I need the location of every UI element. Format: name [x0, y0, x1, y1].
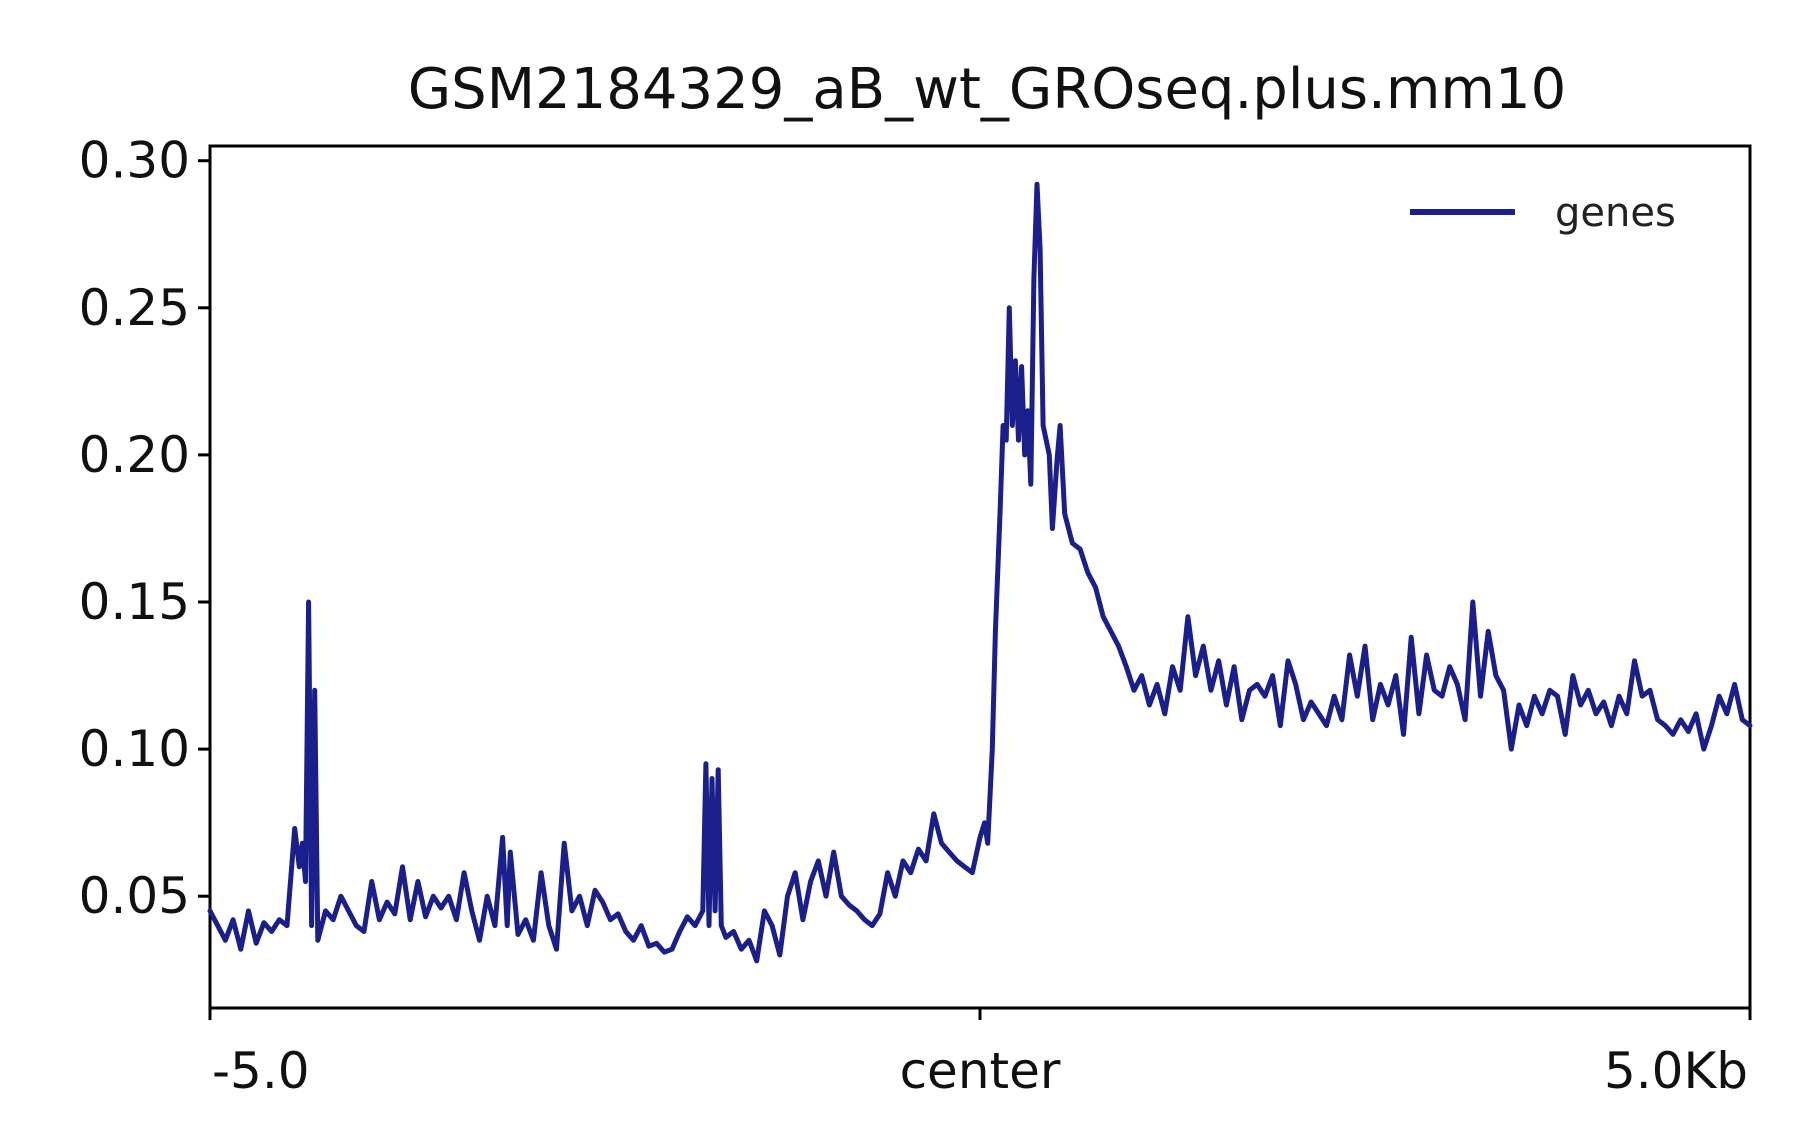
legend-label-genes: genes [1555, 190, 1676, 236]
chart-title: GSM2184329_aB_wt_GROseq.plus.mm10 [408, 57, 1566, 122]
x-tick-label: center [900, 1042, 1061, 1100]
legend: genes [1410, 190, 1676, 236]
y-tick-label: 0.05 [79, 867, 190, 925]
y-tick-label: 0.20 [79, 426, 190, 484]
plot-frame [208, 144, 1752, 1010]
y-tick-label: 0.10 [79, 720, 190, 778]
x-tick-label: 5.0Kb [1604, 1042, 1748, 1100]
y-tick-label: 0.25 [79, 279, 190, 337]
y-axis: 0.05 0.10 0.15 0.20 0.25 0.30 [79, 132, 210, 925]
x-tick-label: -5.0 [212, 1042, 310, 1100]
y-tick-label: 0.15 [79, 573, 190, 631]
y-tick-label: 0.30 [79, 132, 190, 190]
x-axis: -5.0 center 5.0Kb [208, 1008, 1752, 1100]
series-line-genes [207, 181, 1753, 964]
